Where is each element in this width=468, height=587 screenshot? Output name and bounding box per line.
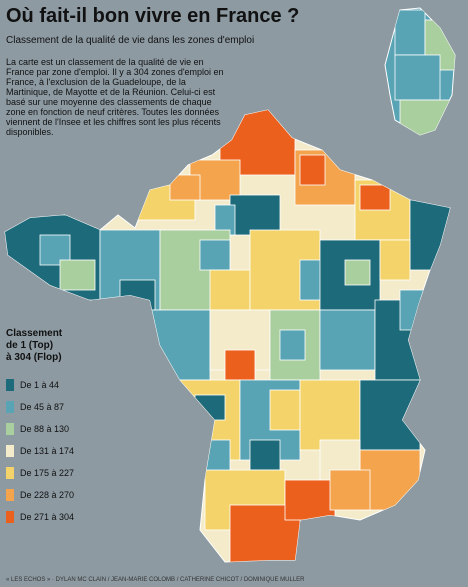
- legend-swatch: [6, 467, 14, 479]
- legend-label: De 1 à 44: [20, 380, 60, 390]
- legend-label: De 88 à 130: [20, 424, 70, 434]
- legend-item: De 228 à 270: [6, 484, 126, 506]
- zone-bordeaux: [194, 394, 226, 421]
- legend: Classement de 1 (Top) à 304 (Flop) De 1 …: [6, 328, 126, 528]
- zone-haute-normandie: [169, 174, 201, 201]
- zone-orleans: [199, 239, 231, 271]
- legend-swatch: [6, 379, 14, 391]
- zone-montpellier: [329, 469, 371, 511]
- credit-line: « LES ECHOS » · DYLAN MC CLAIN / JEAN-MA…: [6, 577, 305, 583]
- zone-aveyron: [269, 389, 301, 431]
- legend-label: De 45 à 87: [20, 402, 65, 412]
- zone-rhone: [319, 309, 376, 371]
- zone-ile-de-france: [229, 194, 281, 236]
- legend-label: De 228 à 270: [20, 490, 75, 500]
- zone-provence: [359, 379, 421, 451]
- legend-label: De 131 à 174: [20, 446, 75, 456]
- legend-item: De 88 à 130: [6, 418, 126, 440]
- zone-vosges: [379, 239, 411, 281]
- legend-item: De 271 à 304: [6, 506, 126, 528]
- legend-item: De 45 à 87: [6, 396, 126, 418]
- zone-poitou: [149, 309, 211, 381]
- legend-swatch: [6, 489, 14, 501]
- zone-corse-south: [399, 99, 451, 135]
- zone-savoie: [399, 289, 431, 331]
- zone-toulouse: [249, 439, 281, 471]
- legend-item: De 175 à 227: [6, 462, 126, 484]
- page-subtitle: Classement de la qualité de vie dans les…: [6, 35, 255, 46]
- zone-nantes: [119, 279, 156, 311]
- zone-ardennes: [299, 154, 326, 186]
- zone-alsace: [409, 199, 450, 271]
- legend-label: De 175 à 227: [20, 468, 75, 478]
- legend-item: De 131 à 174: [6, 440, 126, 462]
- zone-languedoc: [299, 379, 361, 451]
- description-text: La carte est un classement de la qualité…: [6, 57, 224, 137]
- corsica: [384, 7, 456, 136]
- legend-item: De 1 à 44: [6, 374, 126, 396]
- zone-besancon: [344, 259, 371, 286]
- legend-title-line: à 304 (Flop): [6, 352, 62, 363]
- legend-title: Classement de 1 (Top) à 304 (Flop): [6, 328, 126, 364]
- zone-bourges: [209, 269, 251, 311]
- legend-swatch: [6, 445, 14, 457]
- page-title: Où fait-il bon vivre en France ?: [6, 5, 300, 27]
- zone-beziers: [284, 479, 336, 521]
- zone-corse-center: [394, 54, 441, 101]
- zone-moselle: [359, 184, 391, 211]
- zone-corse-nord: [394, 9, 426, 56]
- legend-label: De 271 à 304: [20, 512, 75, 522]
- legend-swatch: [6, 401, 14, 413]
- legend-swatch: [6, 511, 14, 523]
- zone-bretagne-sud: [59, 259, 96, 291]
- legend-title-line: de 1 (Top): [6, 340, 54, 351]
- zone-clermont: [279, 329, 306, 361]
- zone-limoges: [224, 349, 256, 381]
- legend-title-line: Classement: [6, 328, 63, 339]
- legend-swatch: [6, 423, 14, 435]
